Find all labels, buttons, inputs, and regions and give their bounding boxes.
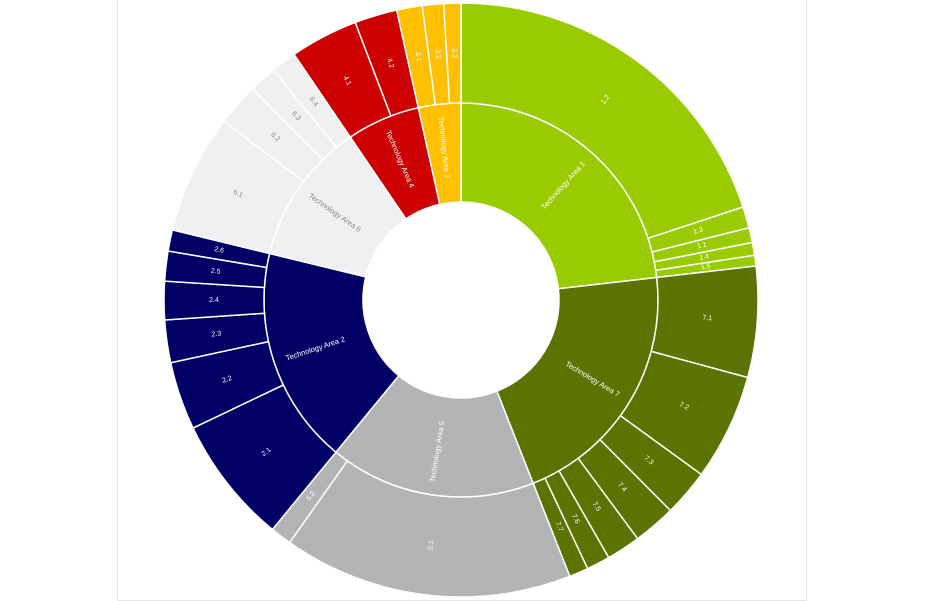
label-5-2: 5.2	[305, 490, 317, 502]
label-5-1: 5.1	[427, 540, 435, 551]
inner-ring	[263, 102, 659, 498]
label-1-5: 1.5	[701, 263, 712, 271]
label-4-1: 4.1	[341, 75, 352, 87]
label-4-2: 4.2	[385, 58, 395, 69]
label-6-1: 6.1	[232, 189, 244, 200]
label-6-2: 6.2	[269, 131, 281, 143]
label-2-6: 2.6	[214, 246, 225, 255]
label-2-1: 2.1	[261, 446, 273, 458]
label-3-2: 3.2	[434, 49, 442, 59]
label-2-4: 2.4	[209, 297, 219, 304]
label-2-5: 2.5	[210, 268, 221, 276]
label-6-4: 6.4	[308, 96, 319, 108]
label-7-4: 7.4	[616, 481, 628, 493]
label-7-3: 7.3	[643, 455, 655, 467]
label-1-2: 1.2	[600, 94, 611, 106]
label-7-7: 7.7	[554, 521, 564, 533]
label-3-1: 3.1	[414, 51, 423, 62]
segment-3-3[interactable]	[442, 2, 462, 105]
label-7-1: 7.1	[702, 315, 712, 323]
label-7-6: 7.6	[570, 513, 581, 525]
label-2-2: 2.2	[222, 375, 234, 385]
outer-ring	[163, 2, 759, 598]
label-1-1: 1.1	[697, 242, 708, 251]
label-7-5: 7.5	[591, 501, 602, 513]
label-6-3: 6.3	[290, 110, 302, 122]
label-2-3: 2.3	[211, 330, 222, 338]
label-3-3: 3.3	[450, 48, 457, 58]
label-7-2: 7.2	[678, 401, 690, 412]
label-1-3: 1.3	[693, 226, 704, 235]
label-1-4: 1.4	[699, 253, 710, 262]
